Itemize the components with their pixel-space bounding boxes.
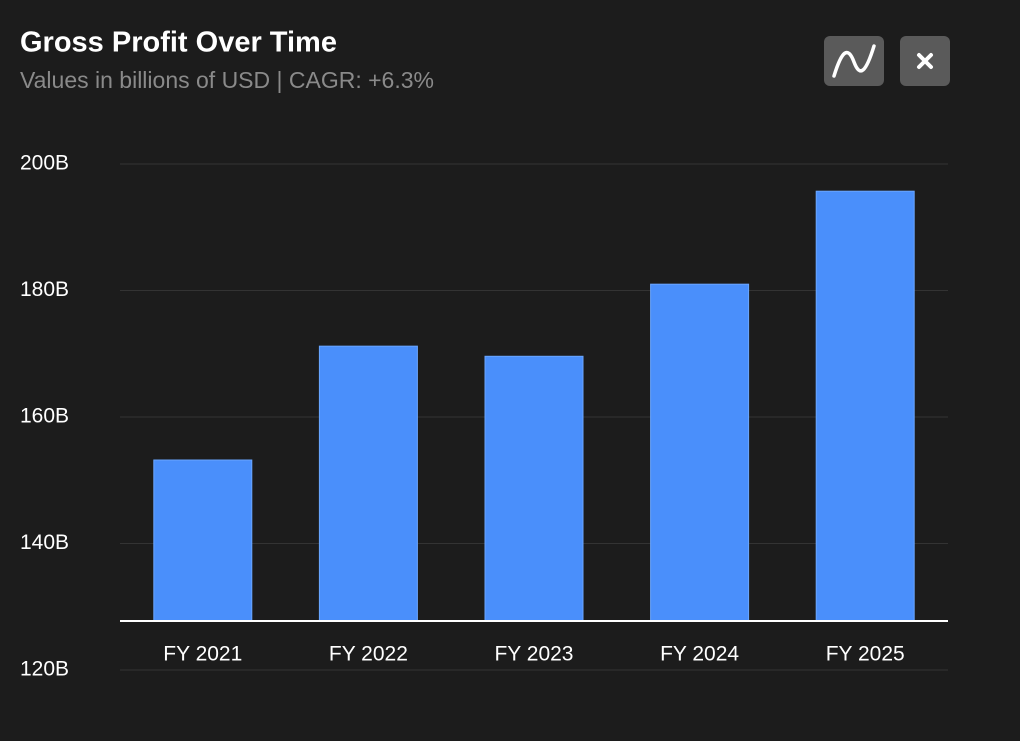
chart-title: Gross Profit Over Time xyxy=(20,27,337,59)
y-tick-label: 160B xyxy=(20,405,69,428)
x-tick-label: FY 2021 xyxy=(163,643,242,666)
x-tick-label: FY 2025 xyxy=(826,643,905,666)
chart-type-button[interactable] xyxy=(824,36,884,86)
bar xyxy=(318,345,418,622)
y-tick-label: 120B xyxy=(20,658,69,681)
chart-subtitle: Values in billions of USD | CAGR: +6.3% xyxy=(20,67,434,93)
bar xyxy=(484,355,584,622)
bar xyxy=(153,459,253,622)
y-tick-label: 200B xyxy=(20,152,69,175)
bar xyxy=(815,190,915,622)
y-tick-label: 180B xyxy=(20,278,69,301)
y-tick-label: 140B xyxy=(20,531,69,554)
bar xyxy=(650,283,750,622)
close-button[interactable] xyxy=(900,36,950,86)
x-tick-label: FY 2022 xyxy=(329,643,408,666)
x-tick-label: FY 2024 xyxy=(660,643,739,666)
x-tick-label: FY 2023 xyxy=(494,643,573,666)
